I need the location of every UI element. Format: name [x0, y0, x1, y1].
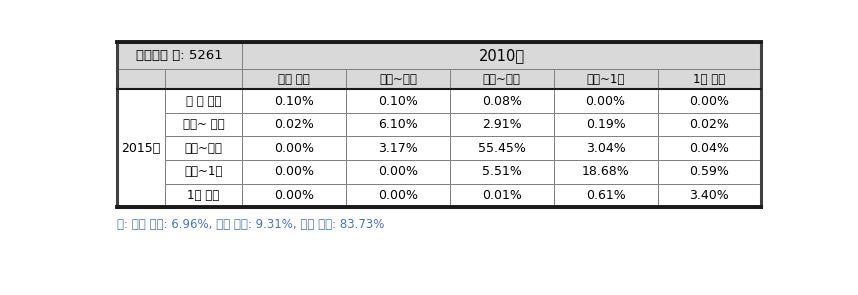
Text: 주: 하위 이동: 6.96%, 상위 이동: 9.31%, 변동 없음: 83.73%: 주: 하위 이동: 6.96%, 상위 이동: 9.31%, 변동 없음: 83… — [117, 217, 384, 231]
Text: 55.45%: 55.45% — [478, 142, 526, 155]
Bar — [657, 89, 761, 113]
Text: 5.51%: 5.51% — [482, 165, 522, 178]
Bar — [165, 160, 242, 183]
Bar — [553, 113, 657, 136]
Text: 18.68%: 18.68% — [582, 165, 630, 178]
Bar — [165, 113, 242, 136]
Text: 2015년: 2015년 — [121, 142, 160, 155]
Text: 0.61%: 0.61% — [586, 189, 625, 202]
Text: 0.10%: 0.10% — [274, 95, 314, 108]
Text: 0.04%: 0.04% — [690, 142, 729, 155]
Bar — [117, 69, 165, 89]
Bar — [553, 136, 657, 160]
Bar — [450, 183, 553, 207]
Bar — [165, 136, 242, 160]
Bar — [242, 136, 346, 160]
Text: 0.08%: 0.08% — [481, 95, 522, 108]
Text: 3.40%: 3.40% — [690, 189, 729, 202]
Bar — [553, 69, 657, 89]
Bar — [346, 89, 450, 113]
Bar — [165, 89, 242, 113]
Bar — [553, 89, 657, 113]
Text: 0.00%: 0.00% — [690, 95, 729, 108]
Text: 3.04%: 3.04% — [586, 142, 625, 155]
Bar — [657, 69, 761, 89]
Text: 0.00%: 0.00% — [585, 95, 625, 108]
Bar — [450, 89, 553, 113]
Text: 0.00%: 0.00% — [378, 165, 418, 178]
Bar — [450, 136, 553, 160]
Text: 3.17%: 3.17% — [378, 142, 418, 155]
Text: 백억~천억: 백억~천억 — [483, 73, 521, 86]
Bar — [242, 89, 346, 113]
Text: 2010년: 2010년 — [479, 48, 525, 63]
Text: 0.59%: 0.59% — [690, 165, 729, 178]
Text: 1조 이상: 1조 이상 — [693, 73, 726, 86]
Text: 십억~ 백억: 십억~ 백억 — [183, 118, 224, 131]
Text: 2.91%: 2.91% — [482, 118, 522, 131]
Bar — [553, 160, 657, 183]
Bar — [553, 183, 657, 207]
Text: 천억~1조: 천억~1조 — [586, 73, 625, 86]
Text: 1조 이상: 1조 이상 — [187, 189, 220, 202]
Text: 6.10%: 6.10% — [378, 118, 418, 131]
Text: 0.00%: 0.00% — [274, 165, 314, 178]
Text: 0.01%: 0.01% — [482, 189, 522, 202]
Bar — [657, 136, 761, 160]
Bar — [657, 113, 761, 136]
Text: 0.00%: 0.00% — [274, 142, 314, 155]
Bar — [117, 42, 761, 207]
Text: 백억~천억: 백억~천억 — [184, 142, 222, 155]
Bar — [242, 160, 346, 183]
Bar — [657, 160, 761, 183]
Bar — [165, 69, 242, 89]
Bar — [117, 89, 165, 207]
Bar — [242, 113, 346, 136]
Bar — [242, 183, 346, 207]
Text: 천억~1조: 천억~1조 — [184, 165, 222, 178]
Bar — [165, 183, 242, 207]
Text: 십 억 미만: 십 억 미만 — [185, 95, 221, 108]
Text: 전체기업 수: 5261: 전체기업 수: 5261 — [136, 49, 223, 62]
Bar — [450, 69, 553, 89]
Bar — [346, 183, 450, 207]
Bar — [450, 113, 553, 136]
Text: 0.02%: 0.02% — [274, 118, 314, 131]
Bar — [117, 42, 242, 69]
Text: 0.00%: 0.00% — [274, 189, 314, 202]
Text: 0.19%: 0.19% — [586, 118, 625, 131]
Text: 0.00%: 0.00% — [378, 189, 418, 202]
Bar — [242, 69, 346, 89]
Bar — [242, 42, 761, 69]
Text: 0.02%: 0.02% — [690, 118, 729, 131]
Bar — [346, 136, 450, 160]
Text: 십억 미만: 십억 미만 — [278, 73, 310, 86]
Bar — [346, 69, 450, 89]
Bar — [346, 160, 450, 183]
Bar — [346, 113, 450, 136]
Bar — [657, 183, 761, 207]
Text: 십억~백억: 십억~백억 — [379, 73, 417, 86]
Bar — [450, 160, 553, 183]
Text: 0.10%: 0.10% — [378, 95, 418, 108]
